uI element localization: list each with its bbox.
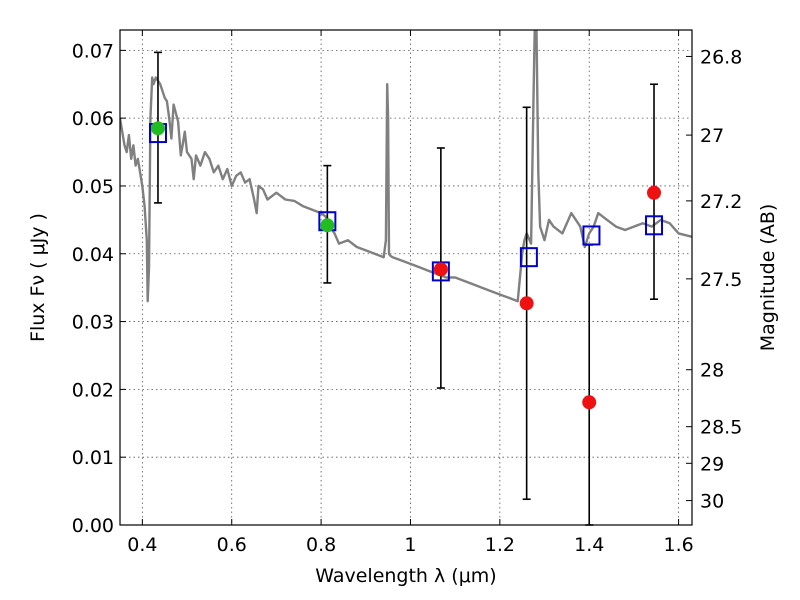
- magnitude-tick-label: 30: [700, 491, 724, 513]
- model-box-marker: [645, 215, 664, 236]
- x-tick-label: 0.8: [306, 534, 336, 556]
- magnitude-tick-label: 27.5: [700, 269, 742, 291]
- y-axis-label-left: Flux Fν ( μJy ): [27, 213, 49, 342]
- tick-layer: 0.4 0.6 0.8 1 1.2 1.4 1.6 0.00 0.01 0.02 0.03 0.04 0…: [72, 30, 742, 556]
- model-spectrum-line: [120, 30, 692, 303]
- magnitude-tick-label: 28.5: [700, 417, 742, 439]
- magnitude-tick-label: 26.8: [700, 46, 742, 68]
- x-tick-label: 1.4: [574, 534, 604, 556]
- y-axis-label-right: Magnitude (AB): [757, 204, 779, 352]
- x-tick-label: 1.6: [663, 534, 693, 556]
- y-tick-label: 0.01: [72, 447, 114, 469]
- spectrum-layer: [120, 30, 692, 303]
- model-box-marker: [582, 225, 601, 246]
- y-tick-label: 0.02: [72, 379, 114, 401]
- y-tick-label: 0.07: [72, 40, 114, 62]
- x-tick-label: 1: [404, 534, 416, 556]
- y-tick-label: 0.06: [72, 108, 114, 130]
- magnitude-tick-label: 28: [700, 360, 724, 382]
- y-tick-label: 0.00: [72, 515, 114, 537]
- green-data-point: [150, 121, 165, 136]
- x-tick-label: 1.2: [485, 534, 515, 556]
- red-data-point: [647, 185, 662, 200]
- magnitude-tick-label: 27: [700, 125, 724, 147]
- data-point-layer: [150, 121, 662, 410]
- green-data-point: [320, 218, 335, 233]
- y-tick-label: 0.03: [72, 312, 114, 334]
- magnitude-tick-label: 27.2: [700, 191, 742, 213]
- model-box-marker: [519, 247, 538, 268]
- x-tick-label: 0.6: [217, 534, 247, 556]
- y-tick-label: 0.04: [72, 244, 114, 266]
- magnitude-tick-label: 29: [700, 453, 724, 475]
- plot-frame: [119, 29, 693, 526]
- y-tick-label: 0.05: [72, 176, 114, 198]
- x-tick-label: 0.4: [127, 534, 157, 556]
- red-data-point: [582, 395, 597, 410]
- model-box-layer: [148, 123, 664, 282]
- errorbar-layer: [153, 51, 659, 526]
- x-axis-label: Wavelength λ (μm): [315, 565, 496, 587]
- grid-lines: [120, 30, 692, 525]
- red-data-point: [433, 262, 448, 277]
- red-data-point: [519, 296, 534, 311]
